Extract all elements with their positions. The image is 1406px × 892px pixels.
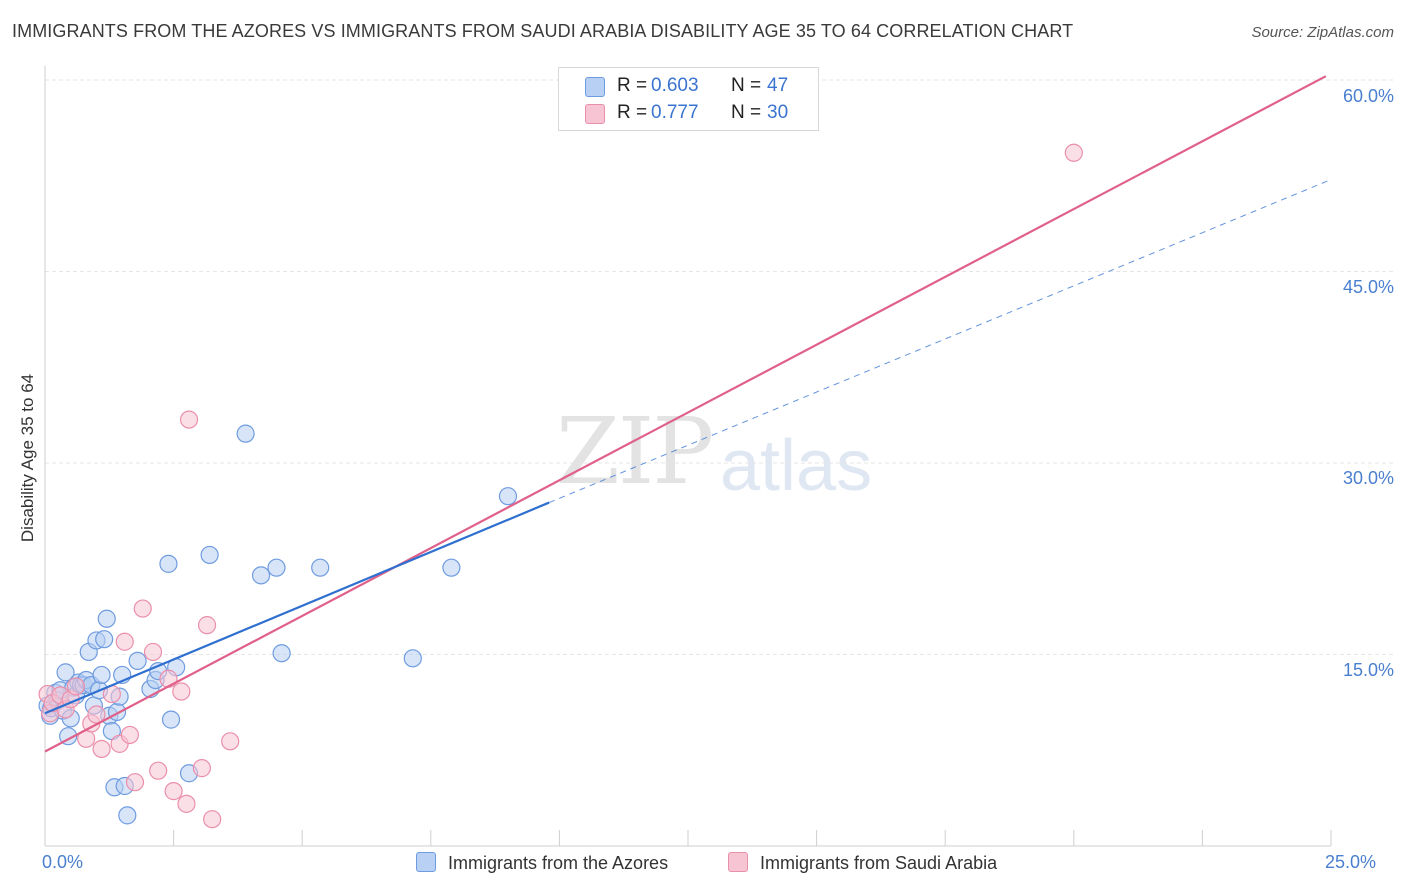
azores-point <box>267 558 286 577</box>
y-tick-label-60: 60.0% <box>1342 86 1394 106</box>
saudi-point <box>197 616 217 635</box>
azores-point <box>159 554 178 573</box>
legend-swatch-azores <box>585 77 605 97</box>
correlation-legend: R = 0.603 N = 47 R = 0.777 N = 30 <box>558 67 819 131</box>
saudi-point <box>133 599 152 618</box>
x-tick-label-max: 25.0% <box>1325 852 1377 872</box>
legend-r-value-saudi: 0.777 <box>651 102 699 123</box>
saudi-point <box>172 682 191 701</box>
azores-point <box>95 630 114 649</box>
saudi-point <box>120 725 139 745</box>
legend-n-value-azores: 47 <box>767 75 789 96</box>
source-credit: Source: ZipAtlas.com <box>1251 24 1394 41</box>
legend-n-value-saudi: 30 <box>767 102 789 123</box>
saudi-point <box>164 782 183 801</box>
saudi-point <box>92 739 111 759</box>
saudi-point <box>143 642 163 662</box>
saudi-point <box>87 705 106 724</box>
bottom-legend-saudi: Immigrants from Saudi Arabia <box>728 852 997 874</box>
azores-point <box>272 644 291 663</box>
legend-n-label: N = <box>731 102 762 123</box>
azores-point <box>56 663 75 682</box>
bottom-legend-label-azores: Immigrants from the Azores <box>448 853 669 873</box>
azores-point <box>498 487 518 506</box>
azores-point <box>118 806 137 825</box>
bottom-legend-azores: Immigrants from the Azores <box>416 852 668 874</box>
y-axis-label: Disability Age 35 to 64 <box>18 373 37 543</box>
saudi-point <box>179 410 199 429</box>
azores-point <box>161 710 181 729</box>
azores-trend-extension <box>548 179 1332 504</box>
y-tick-label-30: 30.0% <box>1342 468 1394 488</box>
azores-point <box>200 545 219 565</box>
legend-n-label: N = <box>731 75 762 96</box>
azores-point <box>251 566 271 585</box>
azores-point <box>128 651 147 670</box>
azores-point <box>442 558 461 577</box>
saudi-point <box>125 773 145 792</box>
azores-trend-line <box>44 501 550 715</box>
y-tick-label-15: 15.0% <box>1342 660 1394 680</box>
saudi-point <box>66 677 85 696</box>
azores-point <box>311 558 330 577</box>
x-tick-label-min: 0.0% <box>42 852 84 872</box>
legend-swatch-saudi <box>585 104 605 124</box>
saudi-point <box>177 794 196 813</box>
azores-point <box>97 609 116 628</box>
bottom-legend-label-saudi: Immigrants from Saudi Arabia <box>760 853 998 873</box>
saudi-trend-line <box>44 75 1327 753</box>
saudi-point <box>149 761 168 780</box>
watermark-atlas: atlas <box>720 426 873 506</box>
legend-r-label: R = <box>617 102 648 123</box>
legend-r-value-azores: 0.603 <box>651 75 699 96</box>
azores-point <box>403 649 422 668</box>
saudi-point <box>221 732 240 751</box>
y-tick-label-45: 45.0% <box>1342 277 1394 297</box>
saudi-point <box>159 669 178 688</box>
azores-point <box>236 424 255 443</box>
legend-r-label: R = <box>617 75 648 96</box>
saudi-point <box>1064 143 1083 162</box>
bottom-legend-swatch-azores <box>416 852 436 872</box>
chart-title: IMMIGRANTS FROM THE AZORES VS IMMIGRANTS… <box>12 21 1074 41</box>
saudi-point <box>192 759 211 778</box>
bottom-legend-swatch-saudi <box>728 852 748 872</box>
azores-point <box>92 665 111 685</box>
saudi-point <box>115 632 134 651</box>
saudi-point <box>203 810 222 829</box>
watermark-zip: ZIP <box>556 398 714 505</box>
